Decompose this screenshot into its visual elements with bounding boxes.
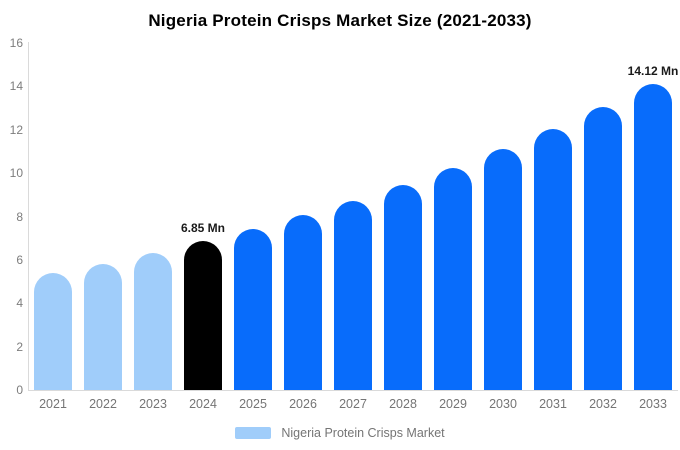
value-label-2024: 6.85 Mn [180, 221, 225, 236]
y-axis-tick-label: 4 [16, 296, 23, 311]
x-axis-label-2024: 2024 [189, 397, 217, 411]
bar-2022[interactable] [84, 263, 122, 390]
bar-2023[interactable] [134, 252, 172, 390]
y-axis-tick-label: 2 [16, 339, 23, 354]
y-axis-line [28, 42, 29, 391]
x-axis-label-2031: 2031 [539, 397, 567, 411]
x-axis-line [28, 390, 678, 391]
x-axis-label-2025: 2025 [239, 397, 267, 411]
legend-item[interactable]: Nigeria Protein Crisps Market [235, 426, 445, 440]
x-axis-label-2023: 2023 [139, 397, 167, 411]
x-axis-label-2030: 2030 [489, 397, 517, 411]
x-axis-label-2029: 2029 [439, 397, 467, 411]
y-axis-tick-label: 16 [9, 36, 23, 50]
bar-2032[interactable] [584, 107, 622, 390]
y-axis-tick-label: 8 [16, 209, 23, 224]
bar-2024[interactable] [184, 241, 222, 390]
bar-2027[interactable] [334, 200, 372, 390]
bar-2026[interactable] [284, 215, 322, 390]
value-label-2033: 14.12 Mn [627, 63, 679, 78]
x-axis-label-2021: 2021 [39, 397, 67, 411]
x-axis-label-2032: 2032 [589, 397, 617, 411]
y-axis-tick-label: 10 [9, 166, 23, 181]
legend-swatch [235, 427, 272, 439]
x-axis-label-2027: 2027 [339, 397, 367, 411]
bar-2025[interactable] [234, 229, 272, 390]
x-axis-label-2026: 2026 [289, 397, 317, 411]
x-axis-label-2033: 2033 [639, 397, 667, 411]
legend: Nigeria Protein Crisps Market [0, 426, 680, 440]
bar-2029[interactable] [434, 167, 472, 390]
bar-2021[interactable] [34, 273, 72, 390]
legend-label: Nigeria Protein Crisps Market [281, 426, 445, 440]
x-axis-label-2028: 2028 [389, 397, 417, 411]
y-axis-tick-label: 14 [9, 79, 23, 94]
x-axis-label-2022: 2022 [89, 397, 117, 411]
bar-2030[interactable] [484, 149, 522, 390]
chart-title: Nigeria Protein Crisps Market Size (2021… [148, 11, 532, 30]
bar-2031[interactable] [534, 129, 572, 390]
y-axis-tick-label: 0 [16, 383, 23, 397]
y-axis-tick-label: 12 [9, 122, 23, 137]
y-axis-tick-label: 6 [16, 252, 23, 267]
bar-2028[interactable] [384, 185, 422, 390]
bar-2033[interactable] [634, 83, 672, 390]
